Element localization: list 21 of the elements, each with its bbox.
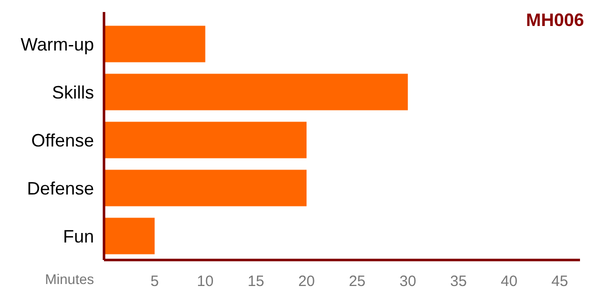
x-tick-label: 15 bbox=[248, 273, 264, 290]
x-tick-label: 20 bbox=[298, 273, 315, 290]
y-tick-label: Skills bbox=[52, 82, 94, 102]
y-tick-label: Fun bbox=[62, 226, 94, 246]
bar bbox=[104, 74, 408, 110]
bar bbox=[104, 218, 155, 254]
y-tick-label: Warm-up bbox=[20, 34, 94, 54]
x-tick-label: 5 bbox=[150, 273, 159, 290]
x-tick-label: 35 bbox=[450, 273, 467, 290]
x-axis-title: Minutes bbox=[44, 271, 94, 287]
y-tick-label: Defense bbox=[26, 178, 94, 198]
x-tick-label: 10 bbox=[196, 273, 214, 290]
bar bbox=[104, 26, 206, 62]
bar bbox=[104, 122, 307, 158]
chart-title: MH006 bbox=[526, 10, 584, 30]
bar bbox=[104, 170, 307, 206]
x-tick-label: 30 bbox=[399, 273, 416, 290]
x-tick-label: 25 bbox=[348, 273, 366, 290]
x-tick-label: 45 bbox=[551, 273, 568, 290]
x-tick-label: 40 bbox=[500, 273, 518, 290]
y-tick-label: Offense bbox=[31, 130, 94, 150]
